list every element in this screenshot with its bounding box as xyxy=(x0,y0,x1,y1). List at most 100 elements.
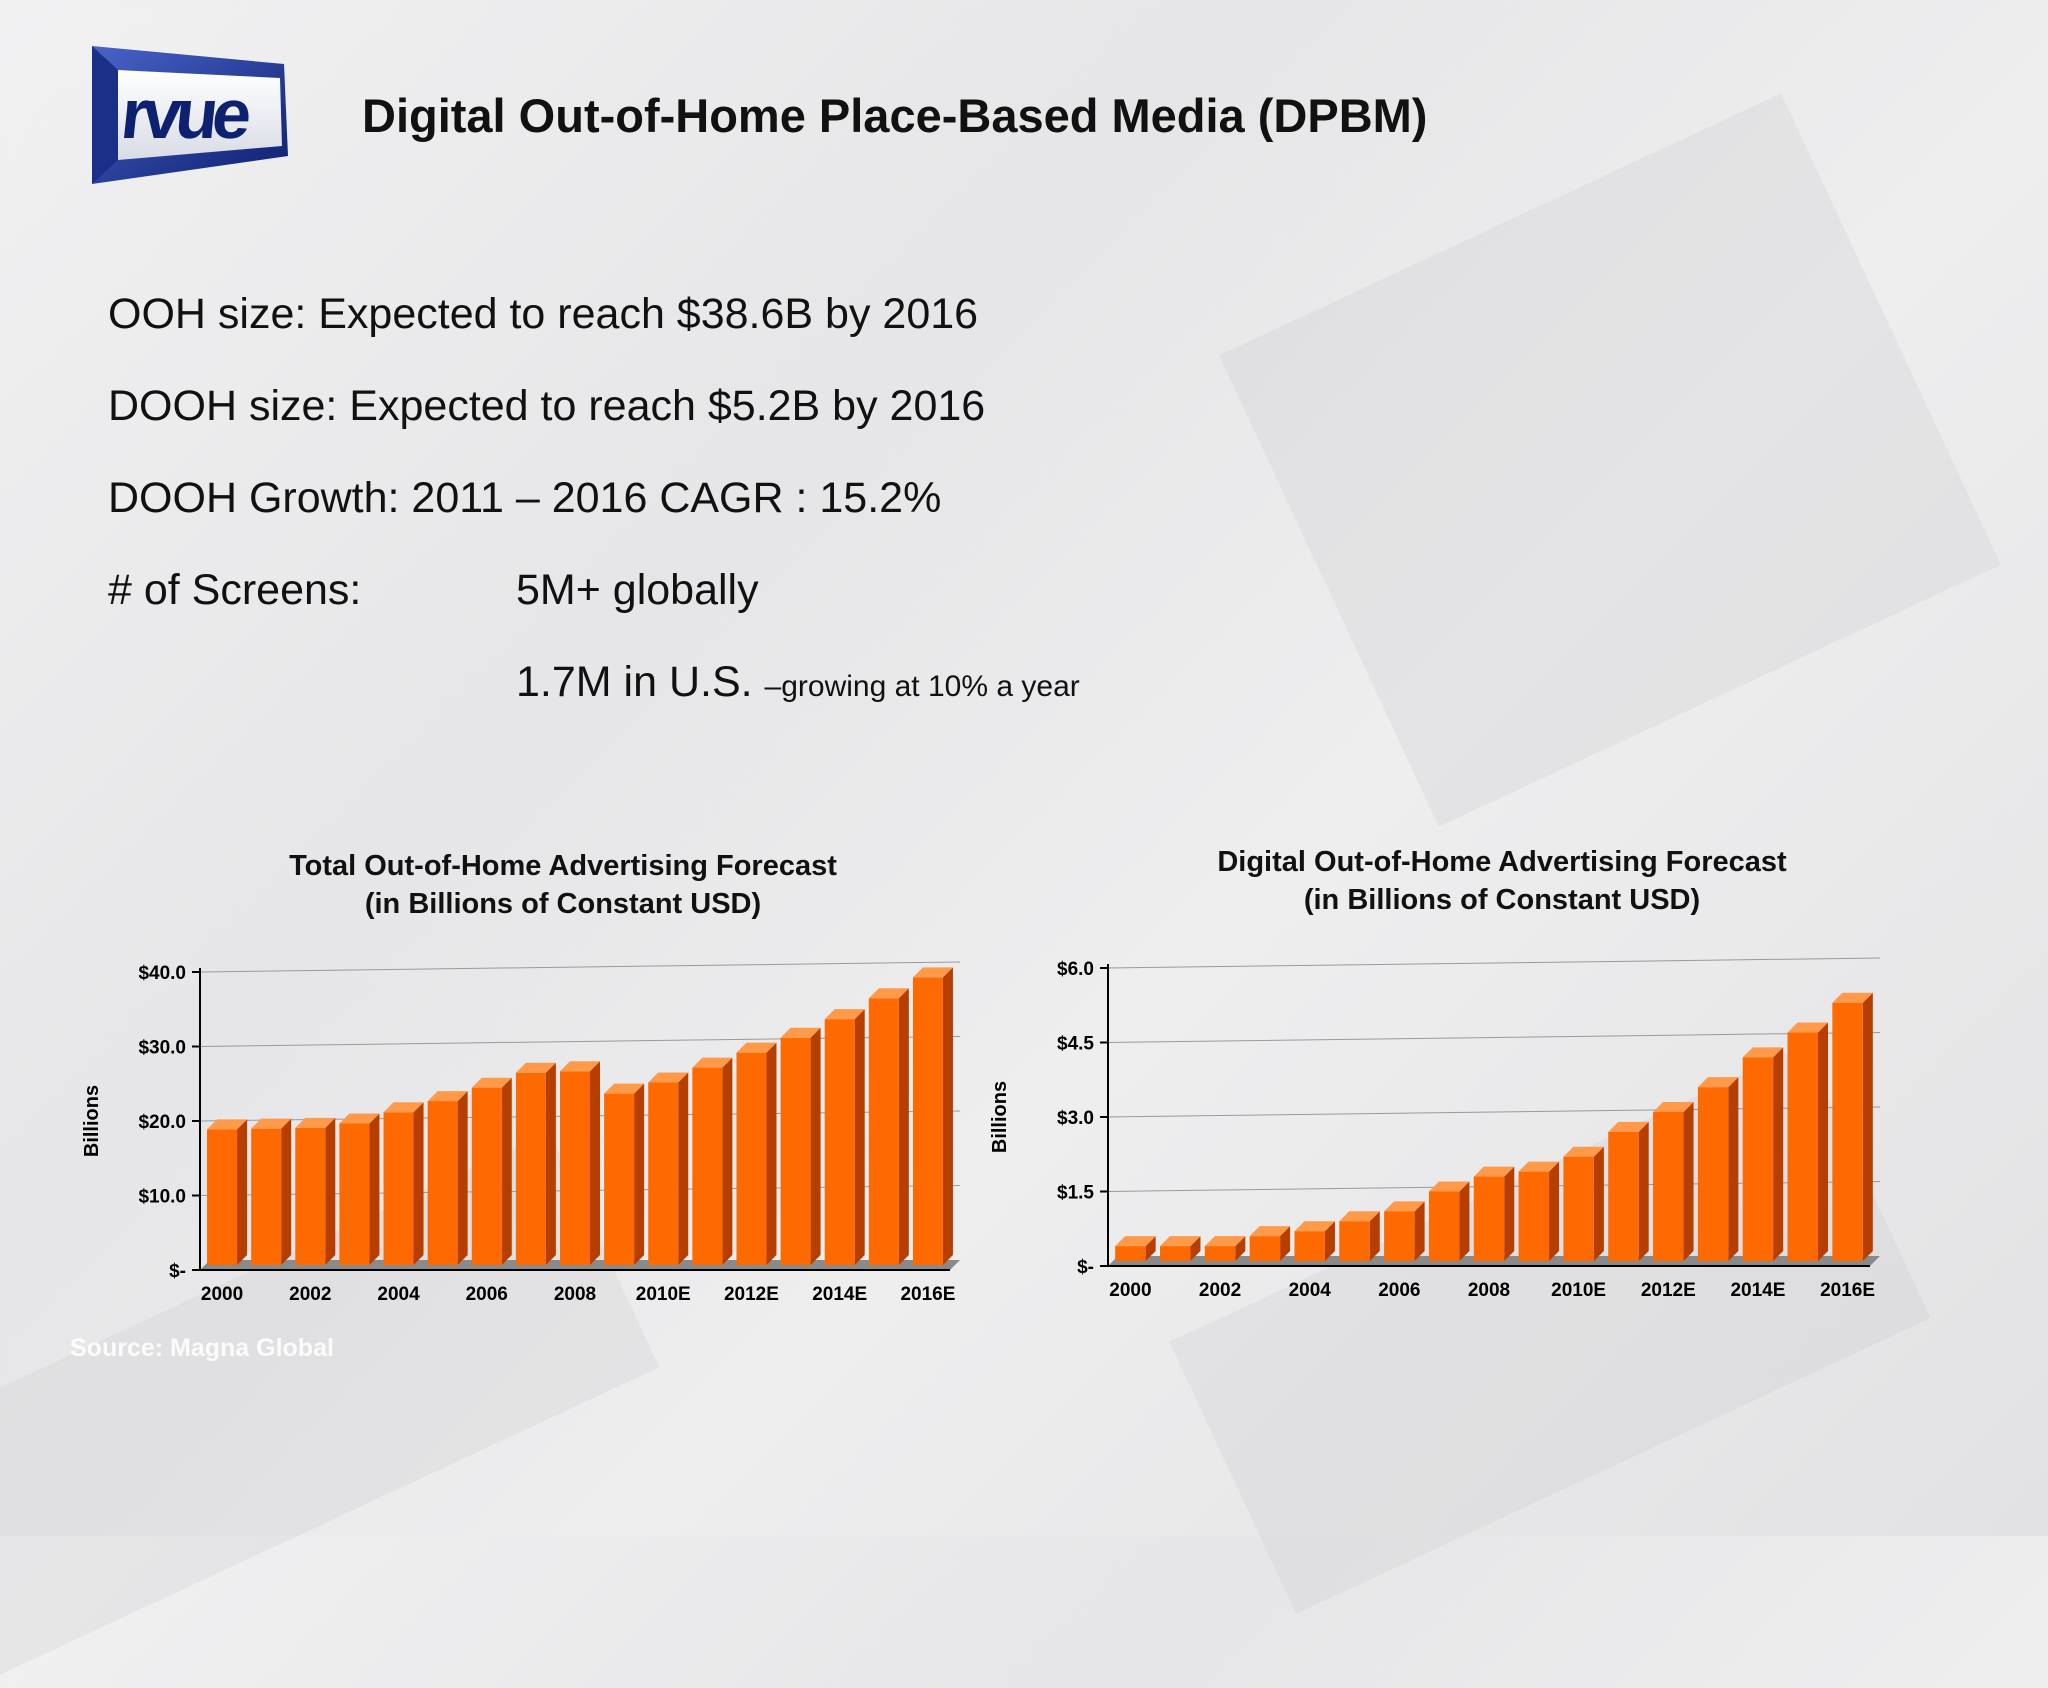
bar-side xyxy=(281,1118,292,1265)
bar xyxy=(648,1072,689,1265)
y-tick-label: $3.0 xyxy=(1057,1108,1094,1129)
gridline xyxy=(1107,1032,1880,1043)
digital-ooh-chart-svg: Digital Out-of-Home Advertising Forecast… xyxy=(989,846,1880,1301)
x-tick-label: 2010E xyxy=(636,1284,691,1305)
bar-top xyxy=(1563,1146,1604,1157)
bar-side xyxy=(413,1102,424,1265)
bar-front xyxy=(1832,1002,1863,1261)
bar xyxy=(471,1077,512,1265)
bar xyxy=(339,1113,380,1265)
bar-side xyxy=(457,1091,468,1265)
bar xyxy=(692,1057,733,1265)
bar-top xyxy=(471,1077,512,1088)
bar-side xyxy=(1280,1226,1291,1261)
bar-side xyxy=(1549,1161,1560,1261)
x-tick-label: 2008 xyxy=(1468,1280,1510,1301)
bar xyxy=(1608,1121,1649,1261)
bar xyxy=(780,1027,821,1265)
y-tick-label: $30.0 xyxy=(138,1038,186,1059)
bar-front xyxy=(1204,1246,1236,1261)
x-tick-label: 2008 xyxy=(554,1284,596,1305)
bar-side xyxy=(810,1027,821,1265)
bar-side xyxy=(1235,1236,1246,1261)
bar-front xyxy=(471,1087,502,1265)
bar-side xyxy=(942,967,953,1265)
bar-side xyxy=(1414,1201,1425,1261)
bar-side xyxy=(1504,1166,1515,1261)
bar-top xyxy=(1653,1102,1694,1112)
fact-value-us: 1.7M in U.S. –growing at 10% a year xyxy=(516,658,1080,707)
bar xyxy=(207,1119,248,1265)
bar-front xyxy=(824,1019,855,1265)
source-note: Source: Magna Global xyxy=(70,1334,334,1362)
bar xyxy=(1115,1236,1156,1261)
bar-front xyxy=(1339,1221,1370,1261)
bar xyxy=(1653,1102,1694,1261)
bar-side xyxy=(501,1077,512,1265)
fact-label: DOOH size: Expected to reach $5.2B by 20… xyxy=(108,382,986,430)
bar-front xyxy=(1159,1246,1191,1261)
bar-side xyxy=(325,1117,336,1265)
bar-side xyxy=(1369,1211,1380,1261)
bar xyxy=(736,1042,777,1265)
bar-front xyxy=(383,1112,414,1265)
y-tick-label: $- xyxy=(1077,1257,1094,1278)
y-tick-label: $4.5 xyxy=(1057,1034,1094,1055)
rvue-logo: rvue xyxy=(84,34,292,184)
x-tick-label: 2012E xyxy=(724,1284,779,1305)
bar-top xyxy=(560,1061,600,1072)
bar-top xyxy=(427,1091,468,1102)
bar xyxy=(560,1061,600,1265)
bar-top xyxy=(1384,1201,1425,1212)
bar-top xyxy=(1249,1226,1291,1237)
bar-side xyxy=(1683,1102,1694,1261)
bar xyxy=(1294,1221,1335,1261)
bar xyxy=(868,988,909,1265)
bar-front xyxy=(251,1128,282,1265)
x-tick-label: 2006 xyxy=(1378,1280,1420,1301)
bar-side xyxy=(898,988,909,1265)
bar-top xyxy=(692,1057,733,1068)
gridline xyxy=(199,961,961,973)
x-tick-label: 2014E xyxy=(812,1284,867,1305)
y-tick-label: $1.5 xyxy=(1057,1183,1094,1204)
x-tick-label: 2016E xyxy=(900,1284,955,1305)
bar-front xyxy=(1653,1112,1684,1261)
bar-side xyxy=(1459,1181,1470,1261)
bar xyxy=(1204,1236,1246,1261)
bar-front xyxy=(868,998,899,1265)
bar-side xyxy=(1324,1221,1335,1261)
x-tick-label: 2010E xyxy=(1551,1280,1606,1301)
bar xyxy=(1159,1236,1201,1261)
bar-top xyxy=(1339,1211,1380,1222)
bar-side xyxy=(854,1009,865,1265)
bar-side xyxy=(678,1072,689,1265)
x-tick-label: 2002 xyxy=(289,1284,331,1305)
bar-top xyxy=(1473,1166,1515,1177)
bar xyxy=(1518,1161,1560,1261)
bar-top xyxy=(515,1062,556,1073)
y-tick-label: $20.0 xyxy=(138,1112,186,1133)
bar-front xyxy=(207,1129,238,1265)
bar-top xyxy=(1832,992,1873,1003)
bar-top xyxy=(1428,1181,1470,1192)
bar xyxy=(1249,1226,1291,1261)
bar xyxy=(383,1102,424,1265)
x-tick-label: 2012E xyxy=(1641,1280,1696,1301)
bar xyxy=(1473,1166,1515,1261)
bar-front xyxy=(295,1127,326,1265)
bar xyxy=(295,1117,336,1265)
x-tick-label: 2004 xyxy=(1289,1280,1332,1301)
bar xyxy=(824,1009,865,1265)
bar-front xyxy=(736,1052,767,1265)
bar-front xyxy=(339,1123,370,1265)
bar-side xyxy=(722,1057,733,1265)
bar-top xyxy=(1697,1077,1739,1088)
bar xyxy=(912,967,953,1265)
bar-front xyxy=(1384,1211,1415,1261)
bar-front xyxy=(1249,1236,1281,1261)
bar-side xyxy=(1728,1077,1739,1261)
fact-label: DOOH Growth: 2011 – 2016 CAGR : 15.2% xyxy=(108,474,942,522)
bar-side xyxy=(590,1061,600,1265)
bar xyxy=(1384,1201,1425,1261)
